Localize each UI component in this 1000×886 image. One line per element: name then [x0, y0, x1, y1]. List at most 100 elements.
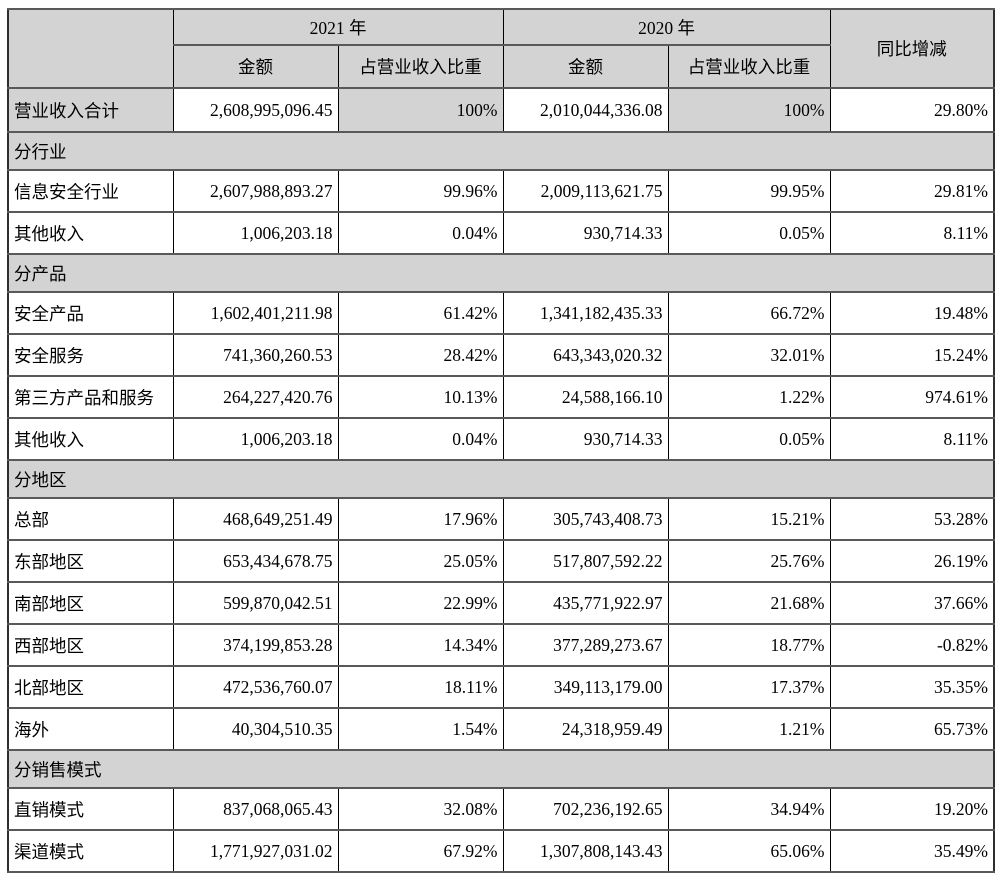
yoy-cell: 15.24%: [829, 333, 995, 377]
ratio-2020-cell: 100%: [667, 87, 831, 133]
yoy-cell: 8.11%: [829, 417, 995, 461]
yoy-cell: 35.49%: [829, 829, 995, 873]
table-body: 营业收入合计 2,608,995,096.45 100% 2,010,044,3…: [7, 87, 995, 873]
data-row: 其他收入 1,006,203.18 0.04% 930,714.33 0.05% 8.11…: [7, 417, 995, 461]
amount-2020-cell: 2,010,044,336.08: [502, 87, 669, 133]
yoy-cell: 974.61%: [829, 375, 995, 419]
col-header-amount-2021: 金额: [172, 44, 339, 89]
data-row: 安全服务 741,360,260.53 28.42% 643,343,020.32 32…: [7, 333, 995, 377]
row-label: 安全服务: [7, 333, 174, 377]
ratio-2020-cell: 21.68%: [667, 581, 831, 625]
section-title: 分产品: [7, 253, 995, 293]
row-label: 海外: [7, 707, 174, 751]
ratio-2021-cell: 1.54%: [337, 707, 504, 751]
data-row: 其他收入 1,006,203.18 0.04% 930,714.33 0.05% 8.11…: [7, 211, 995, 255]
amount-2020-cell: 435,771,922.97: [502, 581, 669, 625]
ratio-2020-cell: 65.06%: [667, 829, 831, 873]
amount-2020-cell: 24,588,166.10: [502, 375, 669, 419]
data-row: 南部地区 599,870,042.51 22.99% 435,771,922.97 21…: [7, 581, 995, 625]
data-row: 西部地区 374,199,853.28 14.34% 377,289,273.67 18…: [7, 623, 995, 667]
yoy-cell: 65.73%: [829, 707, 995, 751]
ratio-2020-cell: 17.37%: [667, 665, 831, 709]
amount-2021-cell: 1,771,927,031.02: [172, 829, 339, 873]
ratio-2021-cell: 67.92%: [337, 829, 504, 873]
amount-2021-cell: 264,227,420.76: [172, 375, 339, 419]
data-row: 海外 40,304,510.35 1.54% 24,318,959.49 1.21% 65…: [7, 707, 995, 751]
yoy-cell: 53.28%: [829, 497, 995, 541]
amount-2020-cell: 1,307,808,143.43: [502, 829, 669, 873]
yoy-cell: 19.20%: [829, 787, 995, 831]
amount-2021-cell: 468,649,251.49: [172, 497, 339, 541]
total-row: 营业收入合计 2,608,995,096.45 100% 2,010,044,3…: [7, 87, 995, 133]
data-row: 北部地区 472,536,760.07 18.11% 349,113,179.00 17…: [7, 665, 995, 709]
section-header-row: 分行业: [7, 131, 995, 171]
ratio-2021-cell: 28.42%: [337, 333, 504, 377]
ratio-2020-cell: 1.22%: [667, 375, 831, 419]
ratio-2020-cell: 15.21%: [667, 497, 831, 541]
ratio-2020-cell: 1.21%: [667, 707, 831, 751]
row-label: 总部: [7, 497, 174, 541]
data-row: 安全产品 1,602,401,211.98 61.42% 1,341,182,435.…: [7, 291, 995, 335]
amount-2020-cell: 349,113,179.00: [502, 665, 669, 709]
amount-2020-cell: 377,289,273.67: [502, 623, 669, 667]
section-title: 分行业: [7, 131, 995, 171]
col-header-ratio-2020: 占营业收入比重: [667, 44, 831, 89]
yoy-cell: 8.11%: [829, 211, 995, 255]
data-row: 直销模式 837,068,065.43 32.08% 702,236,192.65 34…: [7, 787, 995, 831]
yoy-cell: 26.19%: [829, 539, 995, 583]
amount-2021-cell: 1,006,203.18: [172, 211, 339, 255]
amount-2020-cell: 1,341,182,435.33: [502, 291, 669, 335]
col-header-year-2020: 2020 年: [502, 8, 831, 46]
data-row: 第三方产品和服务 264,227,420.76 10.13% 24,588,166.1…: [7, 375, 995, 419]
ratio-2020-cell: 0.05%: [667, 211, 831, 255]
ratio-2021-cell: 10.13%: [337, 375, 504, 419]
section-title: 分销售模式: [7, 749, 995, 789]
row-label: 直销模式: [7, 787, 174, 831]
row-label: 东部地区: [7, 539, 174, 583]
amount-2020-cell: 930,714.33: [502, 211, 669, 255]
ratio-2020-cell: 25.76%: [667, 539, 831, 583]
ratio-2020-cell: 0.05%: [667, 417, 831, 461]
row-label: 其他收入: [7, 211, 174, 255]
ratio-2021-cell: 14.34%: [337, 623, 504, 667]
amount-2021-cell: 837,068,065.43: [172, 787, 339, 831]
amount-2021-cell: 374,199,853.28: [172, 623, 339, 667]
ratio-2021-cell: 18.11%: [337, 665, 504, 709]
row-label: 其他收入: [7, 417, 174, 461]
ratio-2021-cell: 22.99%: [337, 581, 504, 625]
data-row: 渠道模式 1,771,927,031.02 67.92% 1,307,808,143.…: [7, 829, 995, 873]
row-label: 营业收入合计: [7, 87, 174, 133]
amount-2021-cell: 472,536,760.07: [172, 665, 339, 709]
row-label: 安全产品: [7, 291, 174, 335]
amount-2021-cell: 2,608,995,096.45: [172, 87, 339, 133]
row-label: 南部地区: [7, 581, 174, 625]
amount-2021-cell: 653,434,678.75: [172, 539, 339, 583]
ratio-2020-cell: 66.72%: [667, 291, 831, 335]
yoy-cell: 29.81%: [829, 169, 995, 213]
ratio-2020-cell: 34.94%: [667, 787, 831, 831]
yoy-cell: 29.80%: [829, 87, 995, 133]
revenue-breakdown-table: 2021 年 2020 年 同比增减 金额 占营业收入比重 金额 占营业收入比重…: [7, 8, 995, 873]
ratio-2020-cell: 99.95%: [667, 169, 831, 213]
amount-2020-cell: 702,236,192.65: [502, 787, 669, 831]
row-label: 信息安全行业: [7, 169, 174, 213]
amount-2021-cell: 741,360,260.53: [172, 333, 339, 377]
ratio-2020-cell: 18.77%: [667, 623, 831, 667]
amount-2020-cell: 930,714.33: [502, 417, 669, 461]
yoy-cell: 35.35%: [829, 665, 995, 709]
col-header-yoy: 同比增减: [829, 8, 995, 89]
col-header-amount-2020: 金额: [502, 44, 669, 89]
row-label: 西部地区: [7, 623, 174, 667]
amount-2020-cell: 643,343,020.32: [502, 333, 669, 377]
amount-2020-cell: 2,009,113,621.75: [502, 169, 669, 213]
yoy-cell: -0.82%: [829, 623, 995, 667]
row-label: 第三方产品和服务: [7, 375, 174, 419]
row-label: 北部地区: [7, 665, 174, 709]
ratio-2020-cell: 32.01%: [667, 333, 831, 377]
amount-2021-cell: 599,870,042.51: [172, 581, 339, 625]
row-label: 渠道模式: [7, 829, 174, 873]
amount-2020-cell: 517,807,592.22: [502, 539, 669, 583]
ratio-2021-cell: 0.04%: [337, 211, 504, 255]
data-row: 东部地区 653,434,678.75 25.05% 517,807,592.22 25…: [7, 539, 995, 583]
col-header-ratio-2021: 占营业收入比重: [337, 44, 504, 89]
